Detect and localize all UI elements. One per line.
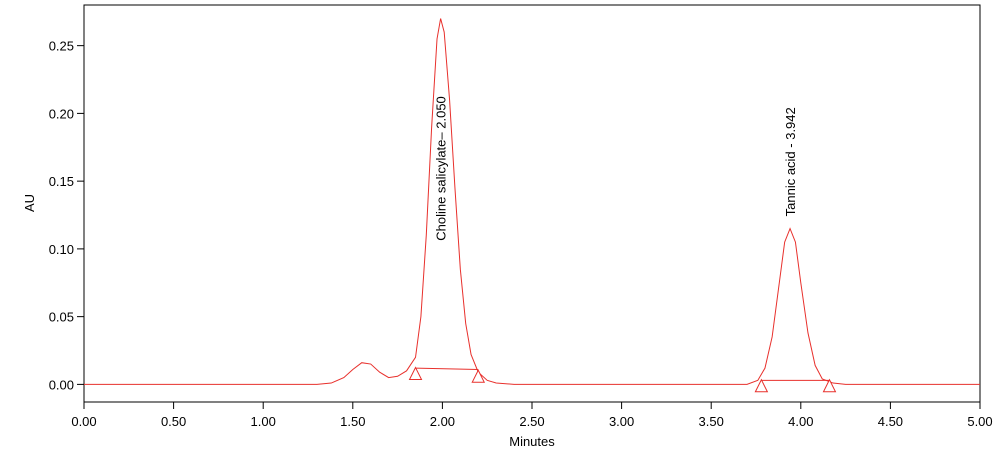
x-tick-label: 2.00: [430, 414, 455, 429]
x-tick-label: 1.50: [340, 414, 365, 429]
y-tick-label: 0.10: [49, 242, 74, 257]
x-tick-label: 0.00: [71, 414, 96, 429]
y-axis-label: AU: [22, 194, 37, 212]
y-tick-label: 0.05: [49, 310, 74, 325]
x-tick-label: 2.50: [519, 414, 544, 429]
peak-marker: [408, 366, 423, 381]
trace: [84, 18, 980, 385]
x-tick-label: 1.00: [251, 414, 276, 429]
x-tick-label: 3.00: [609, 414, 634, 429]
x-tick-label: 4.00: [788, 414, 813, 429]
x-tick-label: 0.50: [161, 414, 186, 429]
x-axis-label: Minutes: [509, 434, 555, 449]
x-tick-label: 5.00: [967, 414, 992, 429]
peak-label: Choline salicylate– 2.050: [434, 96, 449, 241]
plot-frame: [83, 4, 981, 403]
peak-marker: [822, 378, 837, 393]
y-tick-label: 0.25: [49, 39, 74, 54]
x-tick-label: 4.50: [878, 414, 903, 429]
y-tick-label: 0.15: [49, 174, 74, 189]
peak-marker: [754, 378, 769, 393]
peak-label: Tannic acid - 3.942: [783, 107, 798, 216]
y-tick-label: 0.00: [49, 377, 74, 392]
y-tick-label: 0.20: [49, 106, 74, 121]
peak-baseline: [415, 367, 479, 370]
peak-marker: [471, 369, 486, 383]
x-tick-label: 3.50: [699, 414, 724, 429]
